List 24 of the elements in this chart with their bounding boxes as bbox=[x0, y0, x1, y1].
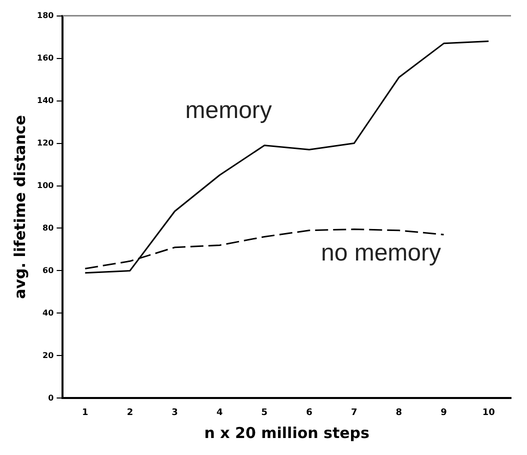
x-tick-label: 6 bbox=[306, 408, 312, 418]
y-tick-label: 100 bbox=[36, 180, 54, 190]
x-tick-label: 1 bbox=[82, 408, 88, 418]
y-tick-label: 80 bbox=[42, 223, 54, 232]
series-label: memory bbox=[185, 97, 272, 124]
x-tick-label: 3 bbox=[172, 408, 178, 418]
x-tick-label: 10 bbox=[482, 408, 495, 418]
x-axis-title: n x 20 million steps bbox=[204, 424, 370, 442]
y-tick-label: 0 bbox=[48, 393, 54, 402]
y-tick-label: 60 bbox=[42, 266, 54, 275]
y-tick-label: 140 bbox=[36, 96, 54, 105]
x-tick-label: 7 bbox=[350, 408, 358, 418]
y-tick-label: 120 bbox=[36, 138, 54, 148]
x-tick-label: 4 bbox=[216, 408, 223, 418]
y-axis-title: avg. lifetime distance bbox=[10, 115, 29, 299]
y-tick-label: 40 bbox=[42, 308, 54, 318]
series-label: no memory bbox=[320, 239, 442, 266]
y-tick-label: 180 bbox=[36, 10, 54, 20]
x-tick-label: 5 bbox=[261, 408, 268, 418]
x-tick-label: 9 bbox=[440, 408, 447, 418]
x-tick-label: 2 bbox=[126, 408, 134, 418]
y-tick-label: 20 bbox=[42, 350, 54, 360]
y-tick-label: 160 bbox=[36, 53, 54, 62]
x-tick-label: 8 bbox=[396, 408, 402, 418]
